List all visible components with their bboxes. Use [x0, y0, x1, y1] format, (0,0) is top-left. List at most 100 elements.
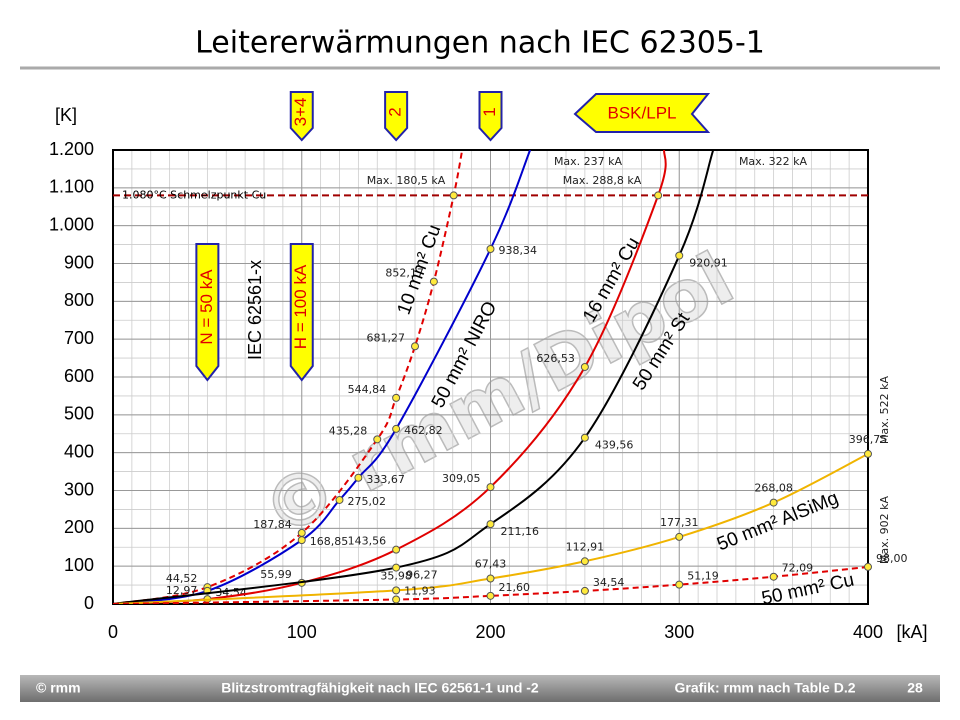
plot-frame: [112, 149, 869, 605]
bsk-arrow: [573, 93, 711, 133]
top-flag-label: 3+4: [291, 98, 310, 127]
max-annotation: Max. 522 kA: [878, 375, 891, 444]
y-tick-label: 200: [64, 517, 94, 537]
y-tick-label: 800: [64, 290, 94, 310]
x-tick-label: 300: [664, 622, 694, 642]
data-point: [297, 536, 306, 545]
data-point: [769, 498, 778, 507]
max-annotation: Max. 322 kA: [739, 155, 808, 168]
y-tick-label: 700: [64, 328, 94, 348]
side-flag: [195, 243, 220, 382]
top-flag: [289, 91, 314, 142]
data-label: 268,08: [754, 482, 793, 495]
y-tick-label: 1.000: [49, 214, 94, 234]
y-tick-label: 100: [64, 555, 94, 575]
data-label: 44,52: [166, 572, 198, 585]
data-label: 681,27: [367, 331, 406, 344]
data-label: 920,91: [689, 257, 728, 270]
max-annotation: Max. 902 kA: [878, 495, 891, 564]
data-label: 177,31: [660, 516, 699, 529]
data-point: [580, 362, 589, 371]
data-point: [392, 393, 401, 402]
data-label: 211,16: [501, 525, 540, 538]
data-label: 852,17: [385, 267, 424, 280]
data-label: 938,34: [499, 244, 538, 257]
data-label: 435,28: [329, 424, 368, 437]
data-point: [580, 433, 589, 442]
data-label: 168,85: [310, 535, 349, 548]
data-label: 275,02: [348, 495, 387, 508]
x-tick-label: 0: [108, 622, 118, 642]
data-point: [675, 532, 684, 541]
data-label: 626,53: [536, 352, 575, 365]
side-flag-label: H = 100 kA: [291, 264, 310, 349]
max-annotation: Max. 237 kA: [554, 155, 623, 168]
data-point: [580, 557, 589, 566]
y-tick-label: 600: [64, 366, 94, 386]
data-label: 21,60: [499, 581, 531, 594]
x-axis-label: [kA]: [896, 622, 927, 642]
data-label: 98,00: [876, 552, 908, 565]
data-label: 35,98: [380, 569, 412, 582]
curve-label: 50 mm² AlSiMg: [714, 488, 841, 556]
data-point: [392, 586, 401, 595]
data-label: 34,54: [593, 576, 625, 589]
data-point: [354, 473, 363, 482]
data-label: 12,97: [166, 584, 198, 597]
data-point: [769, 572, 778, 581]
data-point: [864, 449, 872, 458]
y-tick-label: 900: [64, 252, 94, 272]
y-tick-label: 300: [64, 479, 94, 499]
watermark: © rmm/Dipol: [249, 236, 747, 554]
data-point: [486, 520, 495, 529]
bsk-label: BSK/LPL: [608, 103, 677, 122]
data-point: [411, 342, 419, 351]
data-label: 67,43: [475, 557, 507, 570]
data-point: [580, 586, 589, 595]
data-label: 309,05: [442, 472, 481, 485]
data-label: 96,27: [406, 569, 438, 582]
top-flag: [384, 91, 409, 142]
data-point: [449, 191, 458, 200]
data-label: 462,82: [404, 424, 443, 437]
data-point: [675, 251, 684, 260]
y-tick-label: 400: [64, 441, 94, 461]
data-label: 187,84: [253, 518, 292, 531]
y-tick-label: 0: [84, 593, 94, 613]
data-label: 439,56: [595, 439, 634, 452]
data-point: [373, 435, 382, 444]
page-number: 28: [907, 680, 923, 696]
footer-bar: [20, 675, 940, 702]
slide-title: Leitererwärmungen nach IEC 62305-1: [195, 26, 765, 61]
curve: [113, 150, 464, 604]
data-label: 396,75: [849, 433, 888, 446]
standard-label: IEC 62561-x: [245, 260, 265, 360]
data-point: [486, 483, 495, 492]
data-point: [392, 545, 401, 554]
top-flag-label: 1: [480, 107, 499, 116]
footer-left: © rmm: [36, 680, 81, 696]
y-axis-label: [K]: [55, 105, 77, 125]
data-point: [675, 580, 684, 589]
data-label: 333,67: [366, 473, 405, 486]
y-tick-label: 1.100: [49, 177, 94, 197]
data-point: [486, 574, 495, 583]
x-tick-label: 400: [853, 622, 883, 642]
side-flag-label: N = 50 kA: [197, 269, 216, 345]
data-label: 112,91: [566, 540, 605, 553]
data-label: 72,09: [782, 562, 814, 575]
top-flag-label: 2: [386, 107, 405, 116]
y-tick-label: 500: [64, 404, 94, 424]
top-flag: [478, 91, 503, 142]
data-label: 11,93: [404, 584, 436, 597]
x-tick-label: 100: [287, 622, 317, 642]
data-point: [392, 563, 401, 572]
side-flag: [289, 243, 314, 382]
data-point: [429, 277, 438, 286]
x-tick-label: 200: [475, 622, 505, 642]
y-tick-label: 1.200: [49, 139, 94, 159]
data-point: [864, 562, 872, 571]
footer-center: Blitzstromtragfähigkeit nach IEC 62561-1…: [221, 680, 539, 696]
footer-right: Grafik: rmm nach Table D.2: [674, 680, 855, 696]
